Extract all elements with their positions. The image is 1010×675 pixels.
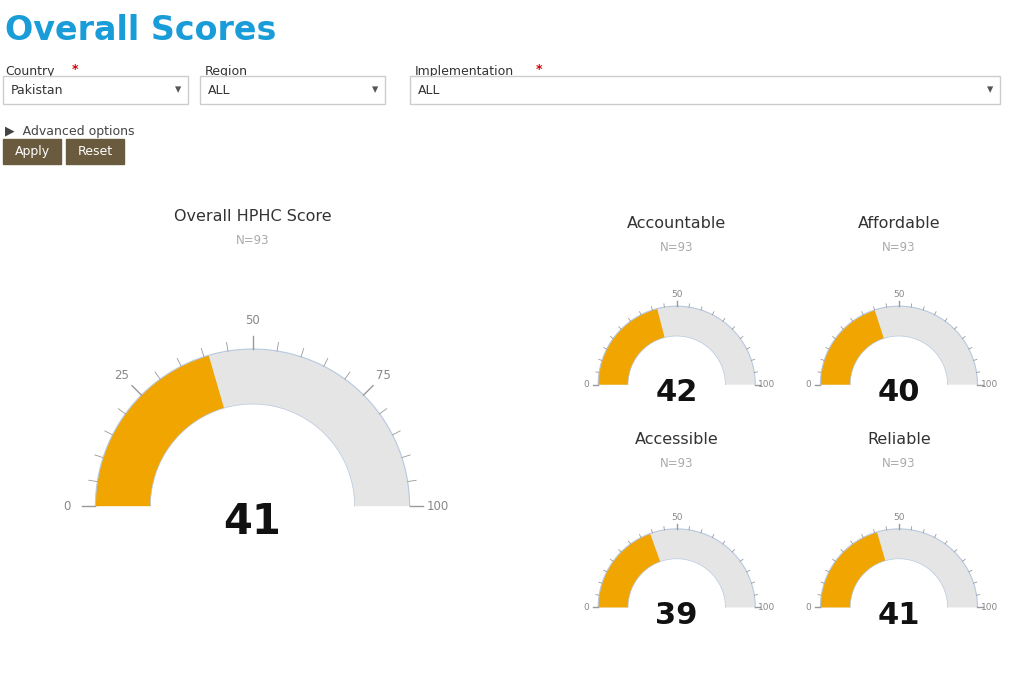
Text: 50: 50 xyxy=(671,512,683,522)
Text: 0: 0 xyxy=(584,380,589,389)
Wedge shape xyxy=(598,529,755,608)
Text: 50: 50 xyxy=(245,315,260,327)
Text: 0: 0 xyxy=(806,603,811,612)
Wedge shape xyxy=(95,355,224,506)
Text: 39: 39 xyxy=(655,601,698,630)
Wedge shape xyxy=(820,310,884,385)
FancyBboxPatch shape xyxy=(3,76,188,104)
Text: 0: 0 xyxy=(584,603,589,612)
Wedge shape xyxy=(820,532,886,608)
Text: N=93: N=93 xyxy=(660,240,694,254)
Text: Apply: Apply xyxy=(14,145,49,158)
Text: 75: 75 xyxy=(376,369,391,381)
FancyBboxPatch shape xyxy=(66,139,124,164)
Text: 100: 100 xyxy=(981,380,998,389)
Text: 100: 100 xyxy=(759,603,776,612)
Text: Implementation: Implementation xyxy=(415,65,514,78)
Wedge shape xyxy=(598,533,661,608)
Text: Country: Country xyxy=(5,65,55,78)
Text: Reliable: Reliable xyxy=(867,432,931,447)
Text: 50: 50 xyxy=(893,512,905,522)
Text: *: * xyxy=(536,63,542,76)
Text: 0: 0 xyxy=(64,500,71,512)
Text: Accessible: Accessible xyxy=(635,432,718,447)
Text: 41: 41 xyxy=(878,601,920,630)
Text: 42: 42 xyxy=(655,378,698,407)
Text: 41: 41 xyxy=(223,501,282,543)
Text: 40: 40 xyxy=(878,378,920,407)
Text: 0: 0 xyxy=(806,380,811,389)
Text: *: * xyxy=(72,63,79,76)
Text: ▾: ▾ xyxy=(372,84,378,97)
Wedge shape xyxy=(95,349,410,506)
Text: 100: 100 xyxy=(759,380,776,389)
Text: Region: Region xyxy=(205,65,248,78)
Text: ALL: ALL xyxy=(418,84,440,97)
Text: ▶  Advanced options: ▶ Advanced options xyxy=(5,124,134,138)
Wedge shape xyxy=(820,529,978,608)
FancyBboxPatch shape xyxy=(3,139,61,164)
Text: 100: 100 xyxy=(981,603,998,612)
Text: Overall Scores: Overall Scores xyxy=(5,14,277,47)
Text: 50: 50 xyxy=(671,290,683,299)
Text: Reset: Reset xyxy=(78,145,112,158)
Text: N=93: N=93 xyxy=(882,240,916,254)
Text: N=93: N=93 xyxy=(882,456,916,470)
Text: ALL: ALL xyxy=(208,84,230,97)
Text: Overall HPHC Score: Overall HPHC Score xyxy=(174,209,331,224)
FancyBboxPatch shape xyxy=(410,76,1000,104)
Text: ▾: ▾ xyxy=(175,84,181,97)
Text: N=93: N=93 xyxy=(660,456,694,470)
Text: N=93: N=93 xyxy=(235,234,270,247)
Text: 25: 25 xyxy=(114,369,129,381)
Text: Accountable: Accountable xyxy=(627,216,726,231)
FancyBboxPatch shape xyxy=(200,76,385,104)
Text: Affordable: Affordable xyxy=(857,216,940,231)
Wedge shape xyxy=(598,308,665,385)
Text: ▾: ▾ xyxy=(987,84,993,97)
Wedge shape xyxy=(598,306,755,385)
Wedge shape xyxy=(820,306,978,385)
Text: Pakistan: Pakistan xyxy=(11,84,64,97)
Text: 100: 100 xyxy=(427,500,449,512)
Text: 50: 50 xyxy=(893,290,905,299)
